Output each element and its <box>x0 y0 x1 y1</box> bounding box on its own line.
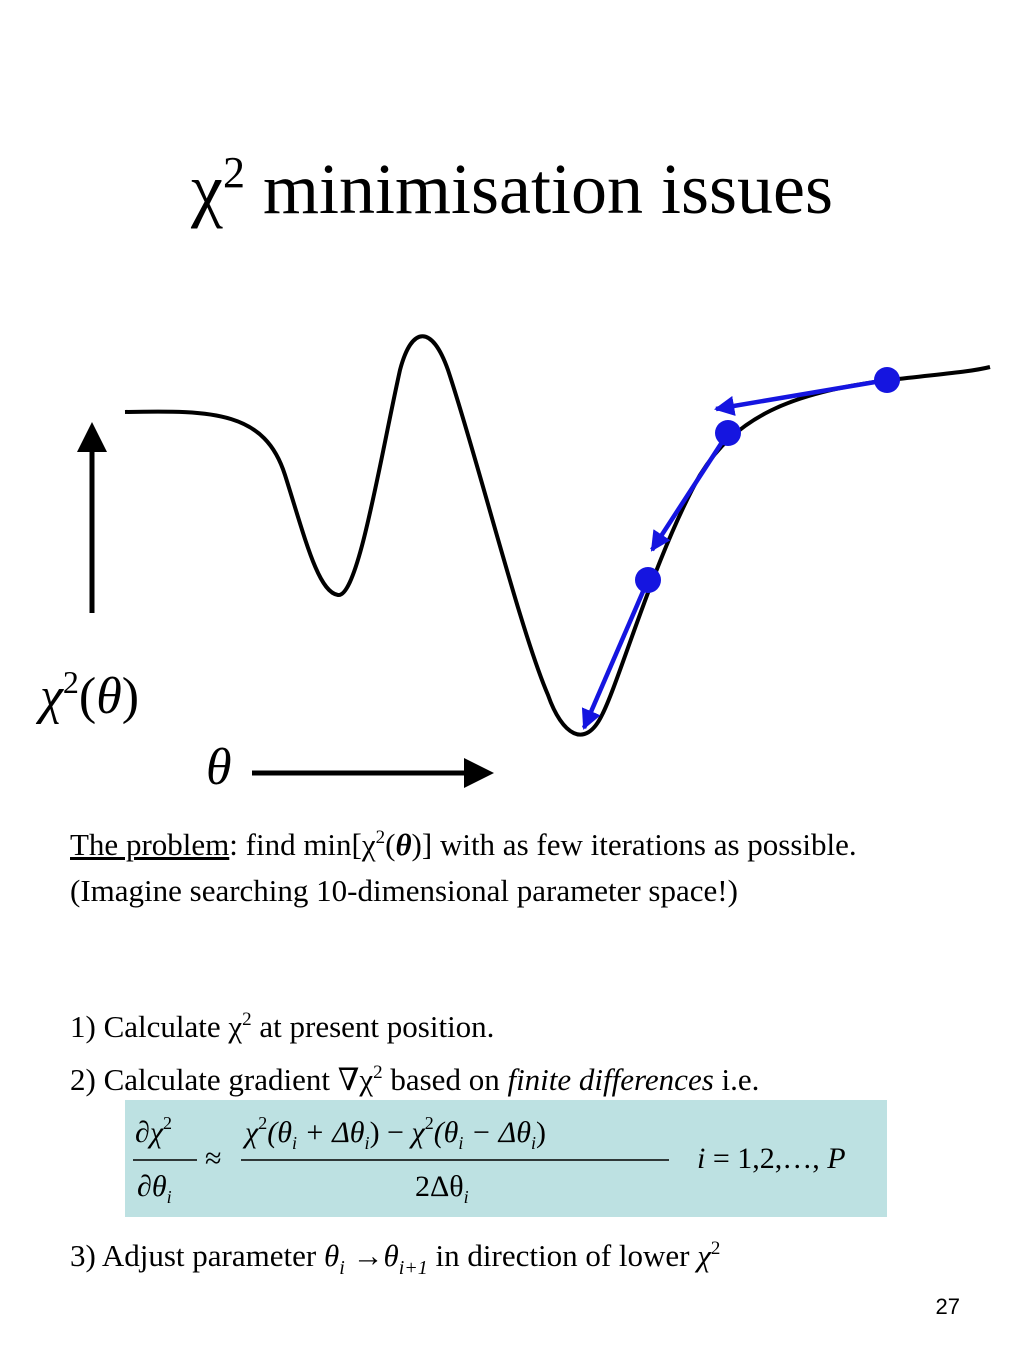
title-text: minimisation issues <box>244 149 833 229</box>
slide-title: χ2 minimisation issues <box>0 128 1024 234</box>
title-chi-symbol: χ <box>191 149 223 229</box>
step-2-italic: finite differences <box>507 1062 714 1097</box>
finite-difference-formula: ∂χ2 ∂θi ≈ χ2(θi + Δθi) − χ2(θi − Δθi) 2Δ… <box>125 1100 887 1217</box>
step-arrow-3 <box>581 579 651 730</box>
step-1-text-b: at present position. <box>251 1009 495 1044</box>
x-axis-label: θ <box>206 739 232 796</box>
step-3-arrow: → <box>344 1238 384 1273</box>
step-3-theta: θ <box>323 1238 340 1273</box>
problem-superscript: 2 <box>375 827 386 848</box>
y-label-open-paren: ( <box>78 668 97 725</box>
step-2-superscript: 2 <box>373 1062 383 1083</box>
step-2-text-c: i.e. <box>713 1062 760 1097</box>
step-1-superscript: 2 <box>242 1009 252 1030</box>
chi-square-curve <box>124 334 991 737</box>
step-3-superscript: 2 <box>710 1238 721 1259</box>
step-3-theta-next: θ <box>383 1238 399 1273</box>
step-3-text-a: 3) Adjust parameter <box>70 1238 324 1273</box>
problem-text-2: ( <box>385 827 396 862</box>
step-1: 1) Calculate χ2 at present position. <box>70 997 970 1050</box>
lhs-denominator: ∂θi <box>137 1170 172 1207</box>
iteration-point-2 <box>715 420 741 446</box>
page-number: 27 <box>935 1294 960 1319</box>
step-2-text-b: based on <box>382 1062 508 1097</box>
problem-bold-theta: θ <box>395 827 412 862</box>
iteration-point-1 <box>874 367 900 393</box>
y-label-superscript: 2 <box>62 664 79 700</box>
problem-lead: The problem <box>70 827 230 862</box>
step-1-text-a: 1) Calculate χ <box>70 1009 243 1044</box>
problem-text-3: )] with as few iterations as possible. (… <box>70 827 857 908</box>
step-3-chi: χ <box>697 1238 711 1273</box>
step-2: 2) Calculate gradient ∇χ2 based on finit… <box>70 1050 970 1103</box>
rhs-denominator: 2Δθi <box>415 1170 469 1207</box>
title-superscript: 2 <box>222 148 245 197</box>
step-3: 3) Adjust parameter θi →θi+1 in directio… <box>70 1226 720 1291</box>
step-arrow-1 <box>714 377 888 416</box>
iteration-point-3 <box>635 567 661 593</box>
lhs-numerator: ∂χ2 <box>135 1113 172 1149</box>
chi-square-curve-illustration <box>77 334 991 788</box>
y-axis-label: χ2(θ) <box>40 650 139 729</box>
y-label-theta: θ <box>96 668 122 725</box>
index-range: i = 1,2,…, P <box>697 1142 846 1175</box>
y-label-chi: χ <box>40 668 63 725</box>
step-3-sub-ip1: i+1 <box>398 1257 428 1279</box>
steps-list: 1) Calculate χ2 at present position. 2) … <box>70 997 970 1103</box>
approx-symbol: ≈ <box>205 1142 221 1175</box>
problem-statement: The problem: find min[χ2(θ)] with as few… <box>70 815 970 914</box>
step-2-text-a: 2) Calculate gradient ∇χ <box>70 1062 374 1097</box>
y-label-close-paren: ) <box>121 668 140 725</box>
step-arrow-2 <box>650 431 730 552</box>
problem-text-1: : find min[χ <box>229 827 376 862</box>
step-3-sub-i: i <box>339 1257 345 1279</box>
rhs-numerator: χ2(θi + Δθi) − χ2(θi − Δθi) <box>242 1113 546 1153</box>
step-3-text-b: in direction of lower <box>427 1238 698 1273</box>
formula-graphic: ∂χ2 ∂θi ≈ χ2(θi + Δθi) − χ2(θi − Δθi) 2Δ… <box>133 1113 846 1207</box>
